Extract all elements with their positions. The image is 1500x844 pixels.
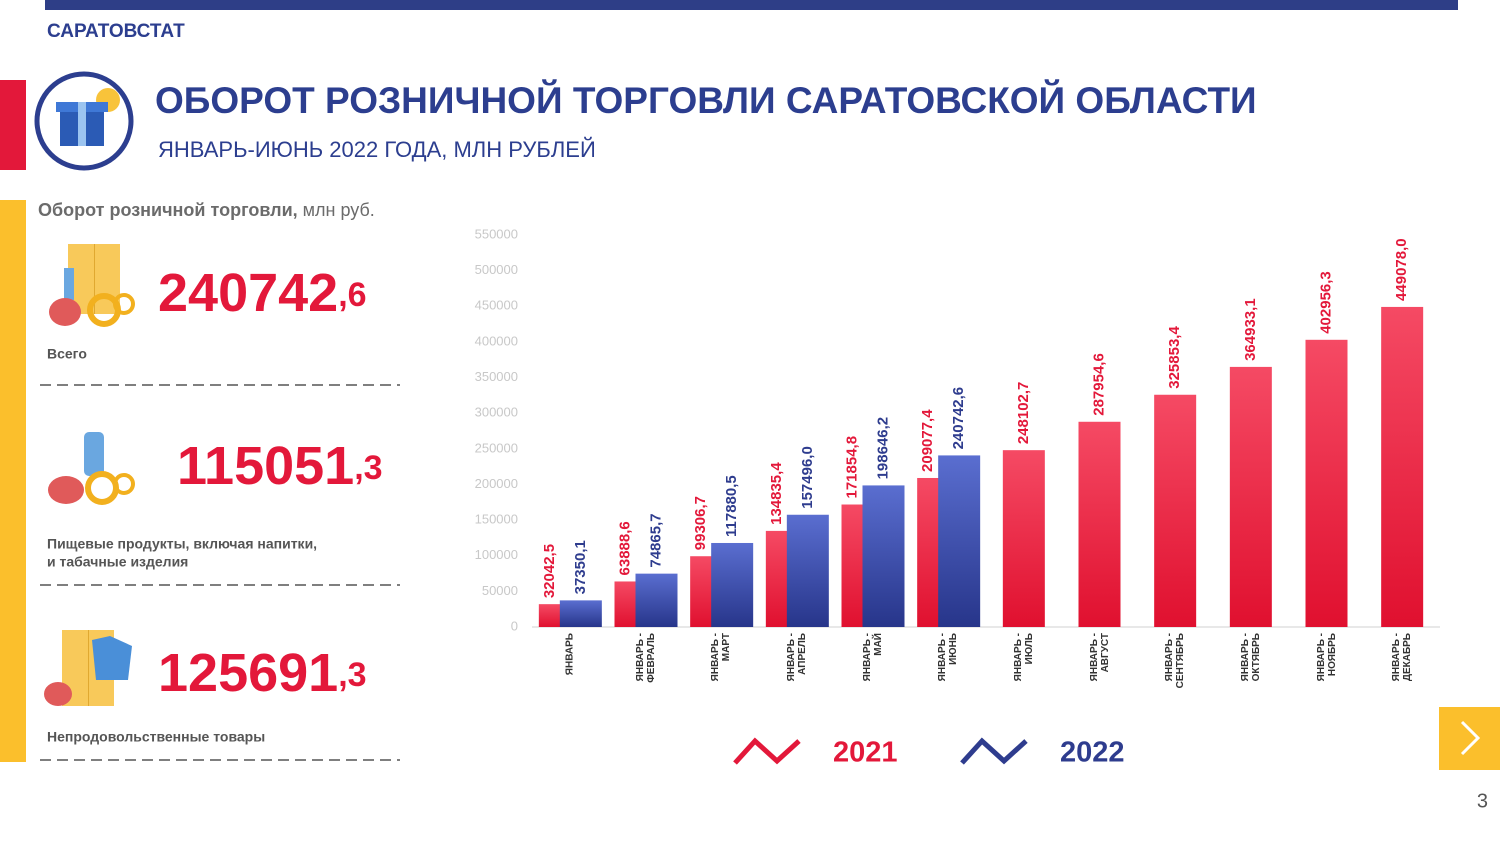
x-tick-label: ЯНВАРЬ - ОКТЯБРЬ	[1239, 633, 1262, 682]
x-tick-label: ЯНВАРЬ - ИЮНЬ	[937, 633, 960, 682]
next-button[interactable]	[1439, 707, 1500, 770]
y-tick-label: 550000	[475, 226, 518, 241]
value-label: 449078,0	[1393, 238, 1410, 301]
x-tick-label: ЯНВАРЬ - МАРТ	[710, 633, 733, 682]
value-label: 63888,6	[616, 521, 633, 575]
stat-label: Непродовольственные товары	[47, 729, 265, 745]
stat-value: 240742,6	[158, 263, 367, 323]
accent-bar	[0, 80, 26, 170]
stat-fraction: ,3	[354, 449, 382, 487]
y-tick-label: 500000	[475, 262, 518, 277]
value-label: 99306,7	[692, 496, 709, 550]
icon-nonfood	[44, 630, 132, 706]
y-tick-label: 400000	[475, 333, 518, 348]
value-label: 209077,4	[919, 409, 936, 472]
value-label: 134835,4	[768, 462, 785, 525]
bar	[1154, 394, 1197, 627]
value-label: 37350,1	[572, 540, 589, 594]
y-tick-label: 300000	[475, 405, 518, 420]
stat-value: 125691,3	[158, 643, 367, 703]
x-tick-label: ЯНВАРЬ - МАЙ	[861, 633, 884, 682]
value-label: 402956,3	[1317, 271, 1334, 334]
stat-whole: 240742	[158, 263, 338, 323]
value-label: 32042,5	[541, 544, 558, 598]
y-tick-label: 150000	[475, 512, 518, 527]
bar	[635, 573, 678, 627]
y-tick-label: 0	[511, 618, 518, 633]
x-tick-label: ЯНВАРЬ - АВГУСТ	[1088, 633, 1111, 682]
value-label: 74865,7	[647, 513, 664, 567]
legend-swatch	[733, 737, 801, 765]
panel-heading: Оборот розничной торговли, млн руб.	[38, 200, 375, 220]
bar	[1381, 306, 1424, 627]
x-tick-label: ЯНВАРЬ - ДЕКАБРЬ	[1391, 633, 1414, 682]
bar	[559, 600, 602, 627]
stat-fraction: ,3	[338, 656, 366, 694]
bar	[1078, 421, 1121, 627]
y-tick-label: 250000	[475, 440, 518, 455]
panel-heading-unit: млн руб.	[298, 200, 375, 220]
y-tick-label: 100000	[475, 547, 518, 562]
value-label: 198646,2	[874, 417, 891, 480]
bar	[711, 542, 754, 627]
bar	[1229, 366, 1272, 627]
x-tick-label: ЯНВАРЬ - ИЮЛЬ	[1012, 633, 1035, 682]
bar	[862, 485, 905, 627]
x-tick-label: ЯНВАРЬ	[564, 633, 576, 676]
stat-whole: 115051	[177, 436, 354, 496]
stat-whole: 125691	[158, 643, 338, 703]
x-tick-label: ЯНВАРЬ - ФЕВРАЛЬ	[634, 633, 657, 683]
value-label: 117880,5	[723, 475, 740, 537]
value-label: 325853,4	[1166, 326, 1183, 389]
value-label: 287954,6	[1090, 353, 1107, 416]
bar	[938, 455, 981, 627]
y-tick-label: 450000	[475, 298, 518, 313]
bar	[1002, 450, 1045, 627]
stat-label: Всего	[47, 346, 87, 362]
bar	[786, 514, 829, 627]
legend-label: 2021	[833, 737, 898, 769]
value-label: 240742,6	[950, 387, 967, 450]
panel-heading-bold: Оборот розничной торговли,	[38, 200, 298, 220]
title: ОБОРОТ РОЗНИЧНОЙ ТОРГОВЛИ САРАТОВСКОЙ ОБ…	[155, 79, 1257, 121]
icon-food-goods	[49, 244, 135, 327]
y-tick-label: 200000	[475, 476, 518, 491]
x-tick-label: ЯНВАРЬ - НОЯБРЬ	[1315, 633, 1338, 682]
logo-icon	[34, 71, 134, 171]
top-bar	[45, 0, 1458, 10]
legend-swatch	[960, 737, 1028, 765]
value-label: 171854,8	[843, 436, 860, 499]
stat-fraction: ,6	[338, 276, 366, 314]
stat-value: 115051,3	[177, 436, 383, 496]
icon-food	[48, 432, 135, 505]
value-label: 157496,0	[799, 446, 816, 509]
x-tick-label: ЯНВАРЬ - СЕНТЯБРЬ	[1164, 633, 1187, 689]
value-label: 364933,1	[1242, 298, 1259, 361]
stat-label: и табачные изделия	[47, 554, 188, 570]
legend-label: 2022	[1060, 737, 1125, 769]
y-tick-label: 50000	[482, 583, 518, 598]
page-number: 3	[1477, 790, 1488, 812]
side-bar	[0, 200, 26, 762]
subtitle: ЯНВАРЬ-ИЮНЬ 2022 ГОДА, МЛН РУБЛЕЙ	[158, 137, 596, 162]
value-label: 248102,7	[1015, 382, 1032, 445]
stat-label: Пищевые продукты, включая напитки,	[47, 536, 317, 552]
bar	[1305, 339, 1348, 627]
org-name: САРАТОВСТАТ	[47, 21, 185, 42]
x-tick-label: ЯНВАРЬ - АПРЕЛЬ	[785, 633, 808, 682]
y-tick-label: 350000	[475, 369, 518, 384]
